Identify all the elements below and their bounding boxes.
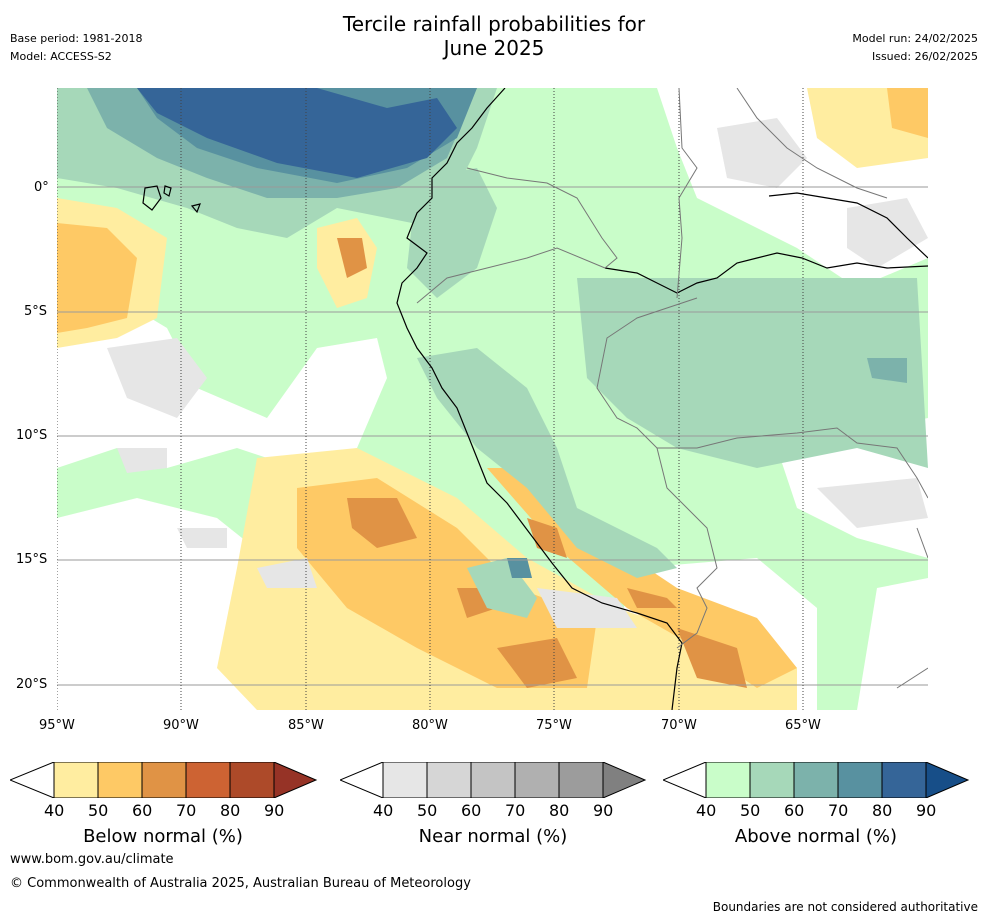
cb-below-tick-60: 60 <box>132 801 153 820</box>
cb-below-tick-50: 50 <box>88 801 109 820</box>
source-url: www.bom.gov.au/climate <box>10 852 174 867</box>
lon-label-70w: 70°W <box>661 718 697 733</box>
cb-near-tick-40: 40 <box>373 801 394 820</box>
country-borders <box>416 88 928 689</box>
cb-above-tick-70: 70 <box>828 801 849 820</box>
cb-above-swatch-80 <box>881 762 927 798</box>
galapagos-islands <box>142 185 201 214</box>
meta-left: Base period: 1981-2018 Model: ACCESS-S2 <box>10 30 142 66</box>
disclaimer-text: Boundaries are not considered authoritat… <box>712 900 978 914</box>
lat-label-10s: 10°S <box>16 428 48 443</box>
cb-near-swatch-40 <box>382 762 428 798</box>
lon-label-90w: 90°W <box>163 718 199 733</box>
map-title: Tercile rainfall probabilities for June … <box>0 12 988 60</box>
cb-above-swatch-40 <box>705 762 751 798</box>
lat-label-5s: 5°S <box>24 304 48 319</box>
cb-below-lower-arrow <box>10 762 55 798</box>
cb-above-tick-60: 60 <box>784 801 805 820</box>
cb-below-tick-40: 40 <box>44 801 65 820</box>
meta-right: Model run: 24/02/2025 Issued: 26/02/2025 <box>852 30 978 66</box>
cb-above-swatch-70 <box>837 762 883 798</box>
base-period-text: Base period: 1981-2018 <box>10 32 143 45</box>
cb-below-tick-80: 80 <box>220 801 241 820</box>
south-america-coastline <box>396 88 683 710</box>
cb-above-tick-80: 80 <box>872 801 893 820</box>
cb-above-tick-40: 40 <box>696 801 717 820</box>
cb-near-swatch-60 <box>470 762 516 798</box>
cb-near-tick-80: 80 <box>549 801 570 820</box>
below-normal-regions <box>57 88 928 710</box>
cb-above-swatch-60 <box>793 762 839 798</box>
cb-below-tick-90: 90 <box>264 801 285 820</box>
lat-gridlines <box>57 186 928 686</box>
lon-label-95w: 95°W <box>39 718 75 733</box>
lat-label-0: 0° <box>34 180 49 195</box>
north-coast <box>768 192 928 259</box>
lat-label-15s: 15°S <box>16 552 48 567</box>
model-run-text: Model run: 24/02/2025 <box>852 32 978 45</box>
lat-label-20s: 20°S <box>16 677 48 692</box>
cb-below-swatch-40 <box>53 762 99 798</box>
cb-near-tick-70: 70 <box>505 801 526 820</box>
above-normal-regions <box>57 88 928 618</box>
title-line-2: June 2025 <box>443 36 545 60</box>
cb-near-lower-arrow <box>340 762 384 798</box>
cb-above-lower-arrow <box>663 762 707 798</box>
cb-near-tick-60: 60 <box>461 801 482 820</box>
colorbar-below <box>10 762 318 798</box>
lon-label-65w: 65°W <box>785 718 821 733</box>
cb-below-upper-arrow <box>273 762 318 798</box>
cb-near-swatch-70 <box>514 762 560 798</box>
cb-below-swatch-70 <box>185 762 231 798</box>
cb-near-upper-arrow <box>602 762 647 798</box>
cb-below-tick-70: 70 <box>176 801 197 820</box>
cb-below-swatch-60 <box>141 762 187 798</box>
amazon-river <box>604 252 928 294</box>
model-text: Model: ACCESS-S2 <box>10 50 112 63</box>
cb-above-upper-arrow <box>925 762 970 798</box>
cb-near-swatch-50 <box>426 762 472 798</box>
rainfall-map <box>57 88 928 710</box>
title-line-1: Tercile rainfall probabilities for <box>342 12 646 36</box>
cb-above-title: Above normal (%) <box>734 826 898 847</box>
near-normal-regions <box>107 118 928 628</box>
cb-below-swatch-50 <box>97 762 143 798</box>
colorbar-above <box>663 762 970 798</box>
lon-label-75w: 75°W <box>536 718 572 733</box>
cb-near-title: Near normal (%) <box>418 826 568 847</box>
lon-label-85w: 85°W <box>288 718 324 733</box>
cb-above-tick-50: 50 <box>740 801 761 820</box>
cb-near-swatch-80 <box>558 762 604 798</box>
cb-below-swatch-80 <box>229 762 275 798</box>
issued-text: Issued: 26/02/2025 <box>871 50 978 63</box>
cb-below-title: Below normal (%) <box>83 826 243 847</box>
cb-near-tick-90: 90 <box>593 801 614 820</box>
cb-above-swatch-50 <box>749 762 795 798</box>
lon-label-80w: 80°W <box>412 718 448 733</box>
cb-above-tick-90: 90 <box>916 801 937 820</box>
cb-near-tick-50: 50 <box>417 801 438 820</box>
copyright-text: © Commonwealth of Australia 2025, Austra… <box>10 876 471 891</box>
colorbar-near <box>340 762 647 798</box>
